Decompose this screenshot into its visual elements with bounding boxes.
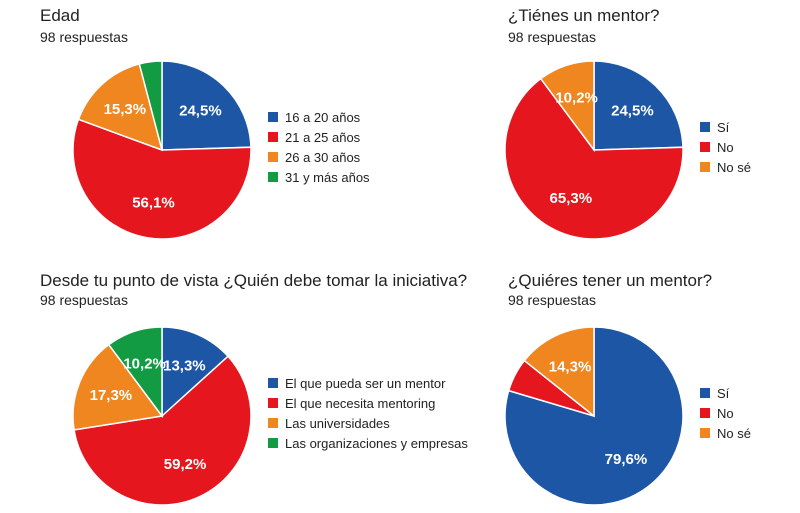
legend-label: No bbox=[717, 139, 734, 155]
chart-subtitle-tienes-mentor: 98 respuestas bbox=[508, 29, 596, 45]
data-label-16-a-20-anos: 24,5% bbox=[179, 102, 222, 119]
legend-label: 21 a 25 años bbox=[285, 129, 361, 145]
pie-slice-no-se bbox=[539, 60, 595, 153]
pie-slice-el-que-necesita-mentoring bbox=[73, 355, 252, 506]
legend-swatch bbox=[268, 112, 278, 122]
pie-slice-si bbox=[593, 60, 684, 151]
pie-slice-16-a-20-anos bbox=[161, 60, 252, 151]
legend-item-si: Sí bbox=[700, 117, 751, 137]
legend-item-las-universidades: Las universidades bbox=[268, 413, 468, 433]
legend-swatch bbox=[268, 438, 278, 448]
legend-swatch bbox=[268, 418, 278, 428]
legend-edad: 16 a 20 años 21 a 25 años 26 a 30 años 31 y… bbox=[268, 107, 370, 187]
pie-slice-26-a-30-anos bbox=[77, 63, 164, 152]
chart-title-quieres-mentor: ¿Quiéres tener un mentor? bbox=[508, 271, 713, 290]
chart-title-edad: Edad bbox=[40, 6, 80, 25]
legend-item-no: No bbox=[700, 137, 751, 157]
legend-item-21-a-25-anos: 21 a 25 años bbox=[268, 127, 370, 147]
pie-slice-el-que-pueda-ser-un-mentor bbox=[161, 326, 230, 418]
legend-label: 16 a 20 años bbox=[285, 109, 361, 125]
legend-label: No sé bbox=[717, 159, 751, 175]
legend-swatch bbox=[268, 132, 278, 142]
legend-swatch bbox=[268, 152, 278, 162]
legend-label: El que necesita mentoring bbox=[285, 395, 436, 411]
legend-label: 31 y más años bbox=[285, 169, 370, 185]
data-label-el-que-pueda-ser-un-mentor: 13,3% bbox=[163, 358, 206, 375]
pie-slice-las-universidades bbox=[72, 343, 164, 431]
chart-subtitle-edad: 98 respuestas bbox=[40, 29, 128, 45]
legend-quieres-mentor: Sí No No sé bbox=[700, 383, 751, 443]
legend-iniciativa: El que pueda ser un mentor El que necesit… bbox=[268, 373, 468, 453]
pie-slice-31-y-mas-anos bbox=[138, 60, 163, 151]
pie-slice-no-se bbox=[523, 326, 595, 418]
pie-slice-21-a-25-anos bbox=[72, 118, 252, 240]
legend-swatch bbox=[268, 172, 278, 182]
chart-subtitle-quieres-mentor: 98 respuestas bbox=[508, 292, 596, 308]
legend-label: Las universidades bbox=[285, 415, 390, 431]
data-label-las-organizaciones-y-empresas: 10,2% bbox=[123, 356, 166, 373]
legend-label: Sí bbox=[717, 119, 730, 135]
legend-item-16-a-20-anos: 16 a 20 años bbox=[268, 107, 370, 127]
legend-swatch bbox=[268, 398, 278, 408]
data-label-si: 24,5% bbox=[611, 102, 654, 119]
legend-swatch bbox=[700, 408, 710, 418]
data-label-las-universidades: 17,3% bbox=[90, 387, 133, 404]
legend-item-si: Sí bbox=[700, 383, 751, 403]
legend-swatch bbox=[700, 162, 710, 172]
data-label-no-se: 10,2% bbox=[555, 90, 598, 107]
data-label-el-que-necesita-mentoring: 59,2% bbox=[164, 456, 207, 473]
legend-label: No sé bbox=[717, 425, 751, 441]
legend-item-no-se: No sé bbox=[700, 157, 751, 177]
chart-title-iniciativa: Desde tu punto de vista ¿Quién debe toma… bbox=[40, 271, 468, 290]
legend-item-las-organizaciones-y-empresas: Las organizaciones y empresas bbox=[268, 433, 468, 453]
data-label-si: 79,6% bbox=[605, 451, 648, 468]
legend-label: No bbox=[717, 405, 734, 421]
data-label-no-se: 14,3% bbox=[549, 358, 592, 375]
data-label-no: 65,3% bbox=[550, 190, 593, 207]
legend-label: El que pueda ser un mentor bbox=[285, 375, 446, 391]
pie-slice-las-organizaciones-y-empresas bbox=[107, 326, 163, 419]
legend-tienes-mentor: Sí No No sé bbox=[700, 117, 751, 177]
legend-item-no-se: No sé bbox=[700, 423, 751, 443]
legend-swatch bbox=[268, 378, 278, 388]
pie-slice-no bbox=[504, 77, 684, 240]
chart-subtitle-iniciativa: 98 respuestas bbox=[40, 292, 128, 308]
legend-item-no: No bbox=[700, 403, 751, 423]
legend-item-31-y-mas-anos: 31 y más años bbox=[268, 167, 370, 187]
legend-swatch bbox=[700, 388, 710, 398]
legend-label: 26 a 30 años bbox=[285, 149, 361, 165]
legend-swatch bbox=[700, 122, 710, 132]
legend-label: Sí bbox=[717, 385, 730, 401]
legend-item-el-que-necesita-mentoring: El que necesita mentoring bbox=[268, 393, 468, 413]
data-label-21-a-25-anos: 56,1% bbox=[132, 195, 175, 212]
legend-item-el-que-pueda-ser-un-mentor: El que pueda ser un mentor bbox=[268, 373, 468, 393]
legend-label: Las organizaciones y empresas bbox=[285, 435, 468, 451]
legend-swatch bbox=[700, 142, 710, 152]
data-label-26-a-30-anos: 15,3% bbox=[104, 101, 147, 118]
legend-item-26-a-30-anos: 26 a 30 años bbox=[268, 147, 370, 167]
chart-title-tienes-mentor: ¿Tiénes un mentor? bbox=[508, 6, 660, 25]
legend-swatch bbox=[700, 428, 710, 438]
